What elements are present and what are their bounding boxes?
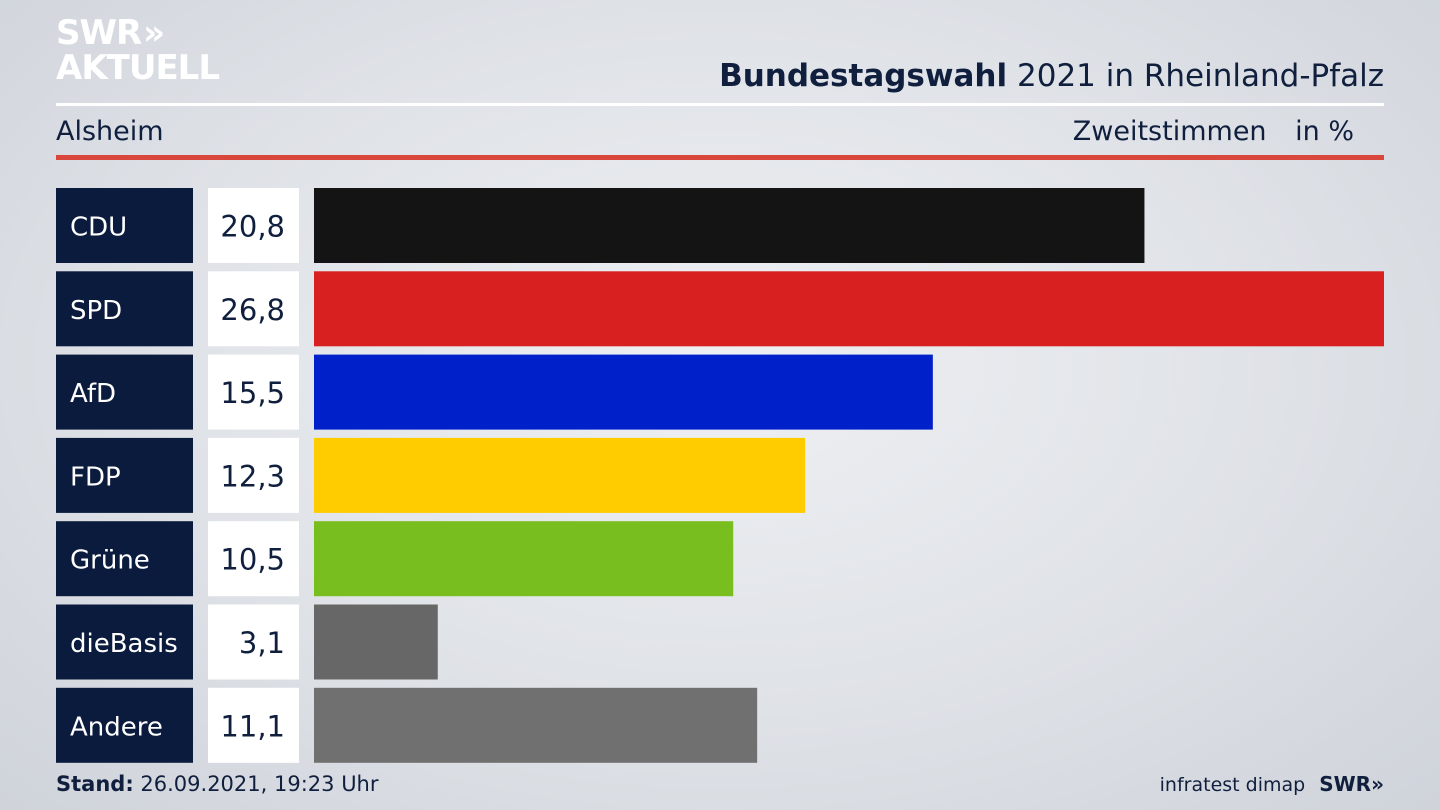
region-name: Alsheim xyxy=(56,116,164,147)
brand-logo: SWR» xyxy=(1319,772,1384,796)
party-label-cdu: CDU xyxy=(70,213,127,243)
bar-cdu xyxy=(314,188,1145,263)
title-bold: Bundestagswahl xyxy=(719,58,1008,94)
value-label-afd: 15,5 xyxy=(220,376,285,410)
value-label-andere: 11,1 xyxy=(220,709,285,743)
logo-line2: AKTUELL xyxy=(56,48,220,88)
value-label-cdu: 20,8 xyxy=(220,210,285,244)
value-label-grune: 10,5 xyxy=(220,543,285,577)
bar-fdp xyxy=(314,437,806,513)
stand-value: 26.09.2021, 19:23 Uhr xyxy=(140,772,379,796)
value-box-cdu xyxy=(208,188,299,263)
logo-arrows: » xyxy=(143,13,165,53)
party-label-fdp: FDP xyxy=(70,462,121,492)
value-box-grune xyxy=(208,521,299,597)
party-label-afd: AfD xyxy=(70,379,116,409)
title-rest: 2021 in Rheinland-Pfalz xyxy=(1017,58,1384,94)
source-name: infratest dimap xyxy=(1159,774,1306,796)
bar-andere xyxy=(314,687,758,763)
swr-aktuell-logo: SWR» AKTUELL xyxy=(56,13,220,88)
party-label-box-afd xyxy=(56,354,193,430)
party-label-box-andere xyxy=(56,687,193,763)
vote-type: Zweitstimmen xyxy=(1072,116,1267,147)
source-credit: infratest dimap SWR» xyxy=(1160,772,1384,796)
brand-arrows: » xyxy=(1371,772,1384,796)
bar-afd xyxy=(314,354,933,430)
accent-divider xyxy=(56,155,1384,160)
party-label-spd: SPD xyxy=(70,296,122,326)
value-label-fdp: 12,3 xyxy=(220,459,285,493)
party-label-box-fdp xyxy=(56,437,193,513)
party-label-grune: Grüne xyxy=(70,546,150,576)
value-label-spd: 26,8 xyxy=(220,293,285,327)
party-label-box-cdu xyxy=(56,188,193,263)
logo-line1: SWR xyxy=(56,13,142,53)
value-box-spd xyxy=(208,271,299,347)
value-label-diebasis: 3,1 xyxy=(239,626,285,660)
unit-label: in % xyxy=(1295,116,1354,147)
value-box-diebasis xyxy=(208,604,299,680)
timestamp: Stand: 26.09.2021, 19:23 Uhr xyxy=(56,772,379,796)
chart-subheading: Zweitstimmen in % xyxy=(1073,116,1354,147)
party-label-diebasis: dieBasis xyxy=(70,629,178,659)
value-box-afd xyxy=(208,354,299,430)
brand-name: SWR xyxy=(1319,772,1372,796)
party-label-box-spd xyxy=(56,271,193,347)
bar-diebasis xyxy=(314,604,438,680)
party-label-box-grune xyxy=(56,521,193,597)
bar-grune xyxy=(314,521,734,597)
party-label-box-diebasis xyxy=(56,604,193,680)
value-box-fdp xyxy=(208,437,299,513)
page-title: Bundestagswahl 2021 in Rheinland-Pfalz xyxy=(719,58,1384,94)
bar-spd xyxy=(314,271,1384,347)
header-divider xyxy=(56,103,1384,106)
stand-label: Stand: xyxy=(56,772,134,796)
value-box-andere xyxy=(208,687,299,763)
party-label-andere: Andere xyxy=(70,712,163,742)
